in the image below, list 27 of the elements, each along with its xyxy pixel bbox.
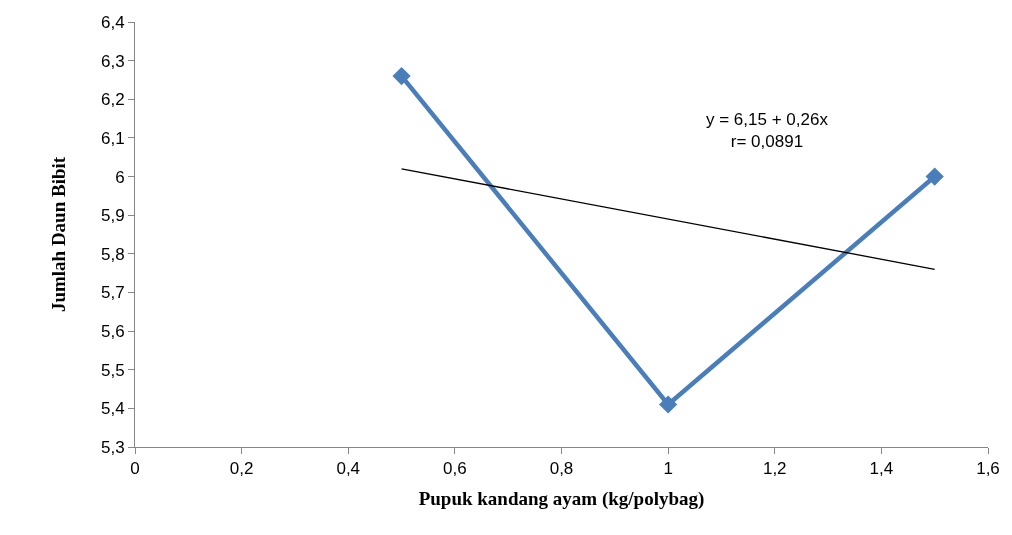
x-tick-label: 0,4: [336, 459, 361, 479]
x-tick-label: 0: [130, 459, 140, 479]
point: [392, 66, 411, 86]
y-tick-label: 6,3: [100, 51, 125, 71]
y-tick-label: 5,4: [100, 399, 125, 419]
y-tick-label: 5,5: [100, 360, 125, 380]
x-tick-label: 1,6: [976, 459, 1000, 479]
y-tick-label: 6,4: [100, 12, 125, 32]
x-tick-label: 0,8: [549, 459, 574, 479]
x-tick-label: 1,4: [869, 459, 894, 479]
y-tick-label: 6: [115, 167, 125, 187]
point: [659, 395, 678, 414]
y-tick-label: 6,2: [100, 90, 125, 110]
point: [925, 167, 944, 186]
x-tick-label: 0,6: [443, 459, 467, 479]
x-tick-label: 1: [663, 459, 673, 479]
y-tick-label: 5,3: [100, 437, 125, 457]
x-axis-title: Pupuk kandang ayam (kg/polybag): [418, 488, 705, 511]
y-tick-label: 5,6: [100, 322, 125, 342]
x-tick-label: 1,2: [762, 459, 787, 479]
y-tick-label: 5,7: [100, 283, 125, 303]
annotation: y = 6,15 + 0,26x r= 0,0891: [706, 110, 829, 152]
y-tick-label: 6,1: [100, 128, 125, 148]
x-tick-label: 0,2: [229, 459, 254, 479]
y-tick-label: 5,8: [100, 244, 125, 264]
y-axis-title: Jumlah Daun Bibit: [47, 156, 69, 313]
y-tick-label: 5,9: [100, 206, 125, 226]
